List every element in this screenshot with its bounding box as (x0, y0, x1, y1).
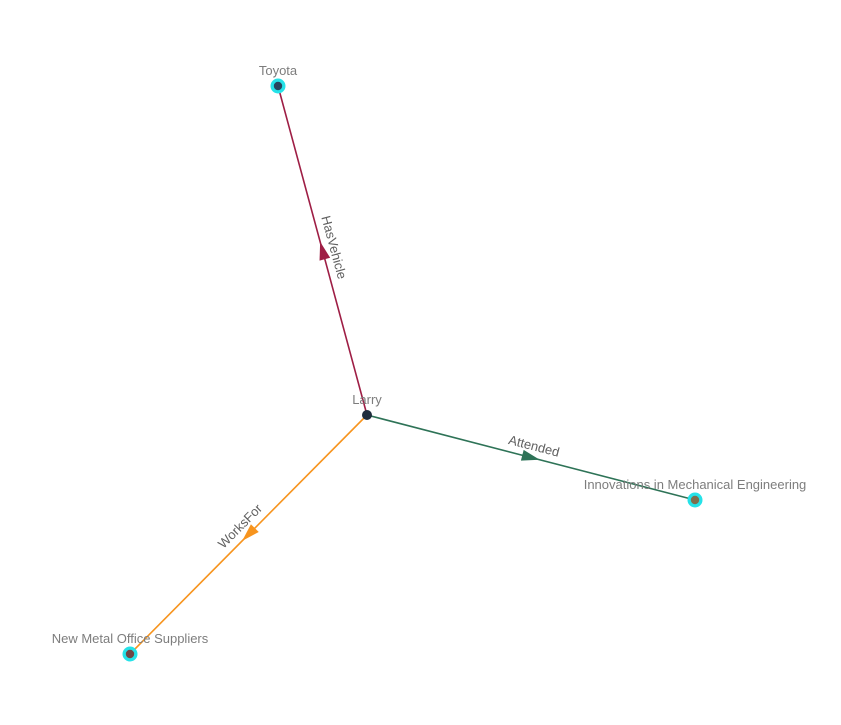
node-new-metal-office-suppliers[interactable] (125, 649, 135, 659)
arrowhead-worksfor (242, 524, 259, 541)
node-label-toyota: Toyota (259, 63, 298, 78)
edge-label-attended: Attended (507, 432, 561, 460)
nodes-layer (122, 78, 703, 662)
arrowhead-attended (520, 449, 540, 461)
node-label-innovations-in-mechanical-engineering: Innovations in Mechanical Engineering (584, 477, 807, 492)
node-label-larry: Larry (352, 392, 382, 407)
arrows-layer (242, 241, 540, 541)
node-label-new-metal-office-suppliers: New Metal Office Suppliers (52, 631, 209, 646)
node-toyota[interactable] (273, 81, 283, 91)
node-larry[interactable] (362, 410, 372, 420)
node-labels-layer: Larry Toyota Innovations in Mechanical Eng… (52, 63, 807, 646)
edges-layer (129, 85, 696, 655)
arrowhead-hasvehicle (319, 241, 331, 261)
node-innovations-in-mechanical-engineering[interactable] (690, 495, 700, 505)
